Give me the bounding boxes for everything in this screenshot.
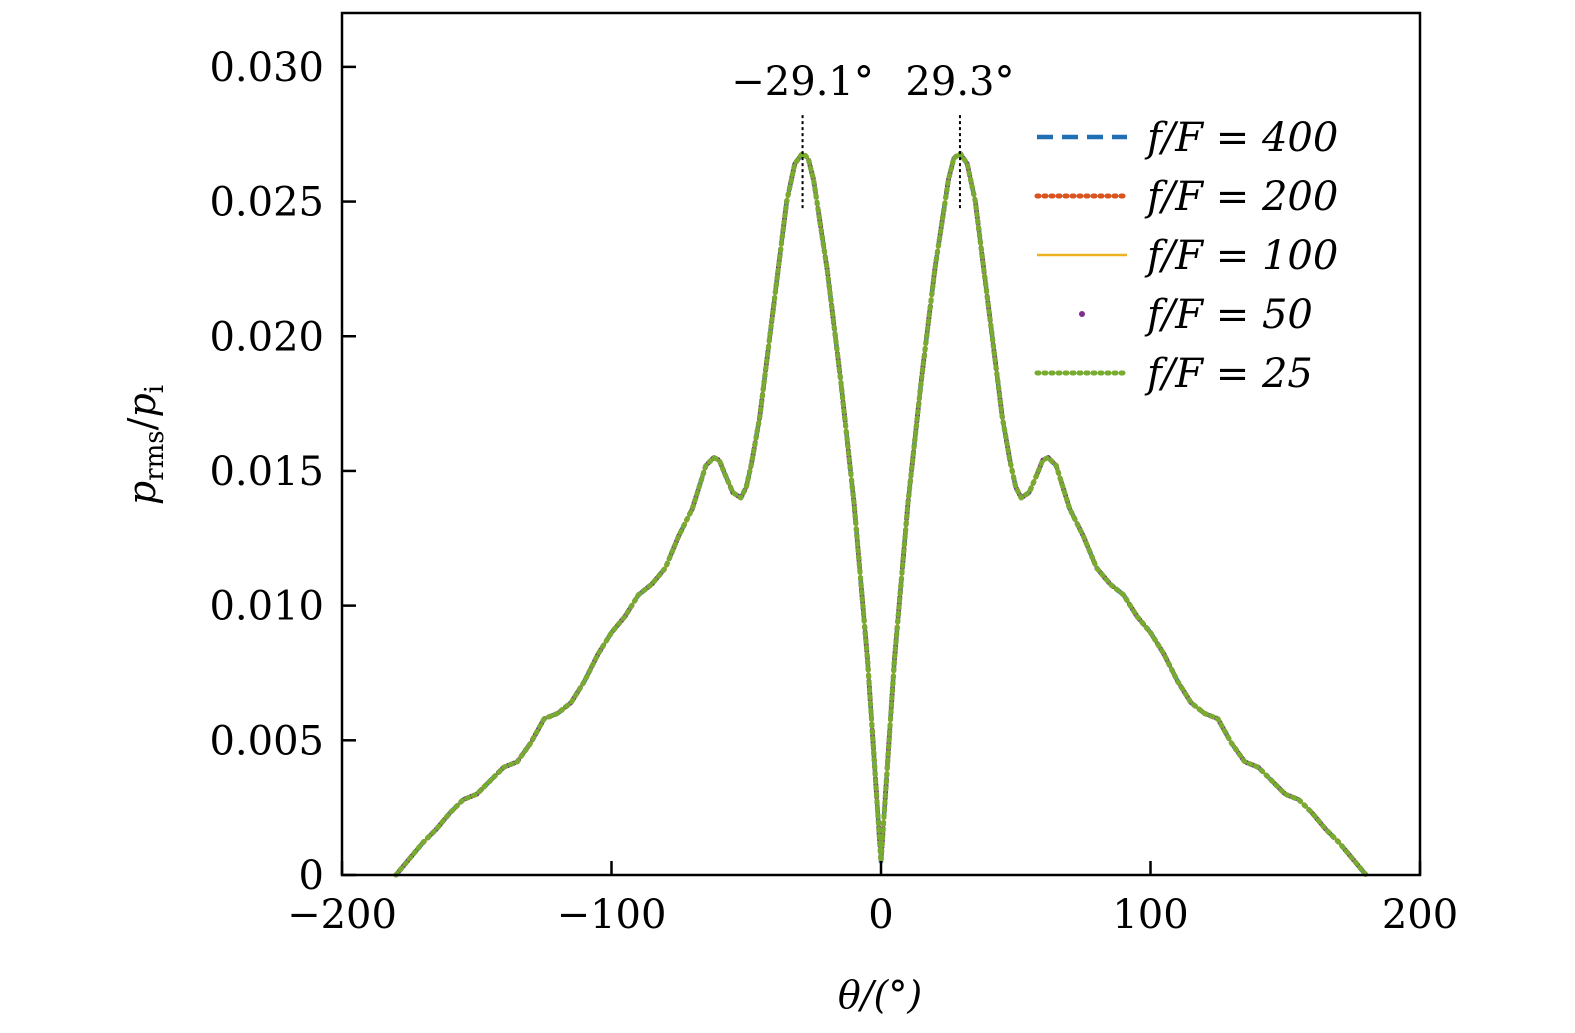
- peak-annotation-label: 29.3°: [905, 59, 1014, 105]
- y-tick-label: 0.010: [209, 584, 324, 630]
- y-axis-title-sep: /: [120, 417, 164, 430]
- y-tick-label: 0.025: [209, 180, 324, 226]
- x-tick-label: 100: [1112, 892, 1188, 938]
- y-axis-title-main: p: [120, 481, 164, 505]
- legend-label: f/F = 200: [1144, 174, 1338, 220]
- y-axis-title: prms/pi: [120, 385, 170, 505]
- svg-text:prms/pi: prms/pi: [120, 385, 170, 505]
- x-axis-title: θ/(°): [838, 973, 922, 1017]
- y-axis-title-sub1: rms: [140, 430, 170, 480]
- legend-label: f/F = 400: [1144, 115, 1338, 161]
- peak-annotation-label: −29.1°: [731, 59, 874, 105]
- x-tick-label: −100: [557, 892, 667, 938]
- annotation-group: −29.1° 29.3°: [731, 59, 1014, 212]
- y-tick-label: 0.015: [209, 449, 324, 495]
- x-tick-label: 0: [868, 892, 893, 938]
- axes-group: −200 −100 0 100 200 0 0.005 0.010 0.015 0.020 0.02…: [209, 11, 1458, 938]
- y-tick-label: 0.005: [209, 718, 324, 764]
- legend-marker: [1079, 311, 1085, 317]
- legend-label: f/F = 100: [1144, 233, 1338, 279]
- y-tick-label: 0.030: [209, 45, 324, 91]
- x-tick-label: 200: [1382, 892, 1458, 938]
- legend-label: f/F = 25: [1144, 351, 1313, 397]
- y-axis-title-main-2: p: [120, 393, 164, 417]
- legend: f/F = 400 f/F = 200 f/F = 100 f/F = 50 f/F =…: [1034, 115, 1338, 397]
- x-tick-label: −200: [287, 892, 397, 938]
- y-tick-label: 0: [299, 853, 324, 899]
- y-tick-label: 0.020: [209, 314, 324, 360]
- legend-label: f/F = 50: [1144, 292, 1313, 338]
- y-axis-title-sub2: i: [140, 385, 170, 393]
